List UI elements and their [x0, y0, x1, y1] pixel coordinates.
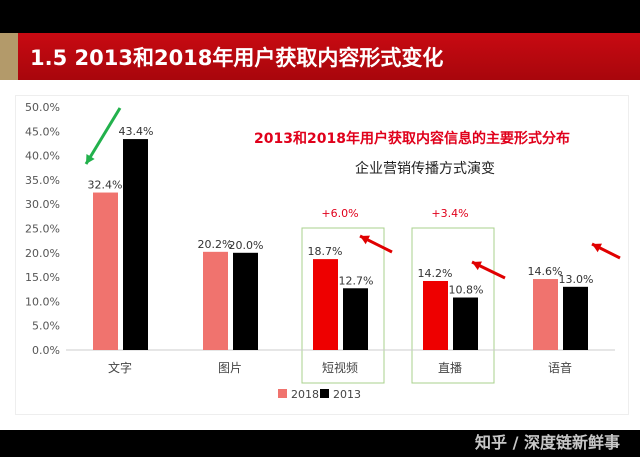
y-tick-label: 15.0% [25, 271, 60, 284]
y-tick-label: 25.0% [25, 223, 60, 236]
data-label-2018: 14.6% [528, 265, 563, 278]
bar-2018 [93, 192, 118, 350]
chart-title: 2013和2018年用户获取内容信息的主要形式分布 [254, 130, 570, 147]
y-tick-label: 0.0% [32, 344, 60, 357]
data-label-2013: 43.4% [119, 125, 154, 138]
y-tick-label: 40.0% [25, 150, 60, 163]
category-label: 图片 [218, 361, 242, 375]
red-arrow-head [360, 235, 370, 245]
red-arrow-head [472, 261, 482, 271]
legend-label-2018: 2018 [291, 388, 319, 401]
bar-2018 [533, 279, 558, 350]
bar-2013 [563, 286, 588, 350]
change-annotation: +3.4% [431, 207, 468, 220]
data-label-2018: 20.2% [198, 238, 233, 251]
header-band: 1.5 2013和2018年用户获取内容形式变化 [0, 33, 640, 80]
green-arrow [84, 107, 122, 165]
legend-swatch-2018 [278, 389, 287, 398]
header-accent [0, 33, 18, 80]
y-tick-label: 50.0% [25, 101, 60, 114]
data-label-2013: 13.0% [559, 273, 594, 286]
bar-2013 [343, 288, 368, 350]
change-annotation: +6.0% [321, 207, 358, 220]
data-label-2018: 14.2% [418, 267, 453, 280]
bar-2018 [313, 259, 338, 350]
highlight-box [301, 227, 385, 384]
category-label: 语音 [548, 360, 572, 375]
page-title: 1.5 2013和2018年用户获取内容形式变化 [30, 46, 444, 70]
legend-label-2013: 2013 [333, 388, 361, 401]
y-tick-label: 45.0% [25, 125, 60, 138]
red-arrow-head [592, 243, 602, 253]
data-label-2013: 12.7% [339, 274, 374, 287]
category-label: 直播 [438, 361, 462, 375]
data-label-2018: 32.4% [88, 179, 123, 192]
y-tick-label: 10.0% [25, 295, 60, 308]
chart-subtitle: 企业营销传播方式演变 [355, 160, 495, 177]
data-label-2013: 10.8% [449, 284, 484, 297]
y-tick-label: 5.0% [32, 320, 60, 333]
category-label: 文字 [108, 360, 132, 375]
y-tick-label: 20.0% [25, 247, 60, 260]
bar-2013 [453, 297, 478, 350]
bar-2018 [423, 280, 448, 350]
legend-swatch-2013 [320, 389, 329, 398]
category-label: 短视频 [322, 360, 358, 375]
y-tick-label: 35.0% [25, 174, 60, 187]
y-tick-label: 30.0% [25, 198, 60, 211]
bar-2013 [233, 252, 258, 350]
bar-2013 [123, 139, 148, 350]
green-arrow-head [86, 154, 95, 164]
data-label-2018: 18.7% [308, 245, 343, 258]
data-label-2013: 20.0% [229, 239, 264, 252]
bar-2018 [203, 251, 228, 350]
highlight-box [411, 227, 495, 384]
watermark: 知乎 / 深度链新鲜事 [475, 433, 620, 452]
